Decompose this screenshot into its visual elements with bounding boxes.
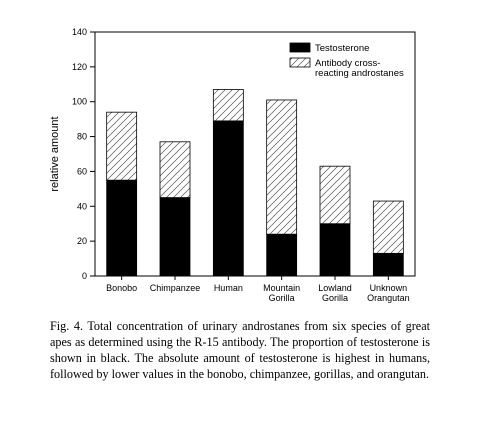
x-tick-label: Gorilla [269,293,295,303]
y-tick-label: 80 [77,132,87,142]
legend-label-cross-reacting: reacting androstanes [315,68,404,79]
bar-testosterone [319,223,351,277]
x-tick-label: Chimpanzee [150,283,201,293]
legend-label-cross-reacting: Antibody cross- [315,58,380,69]
stacked-bar-chart: 0 20 40 60 80 100 120 140 relative amount Bonobo C… [49,27,416,303]
legend-label-testosterone: Testosterone [315,43,369,54]
bar-cross-reacting [212,89,244,122]
y-tick-label: 20 [77,236,87,246]
bar-cross-reacting [106,111,138,181]
bar-cross-reacting [319,165,351,225]
bar-cross-reacting [159,141,191,198]
y-tick-label: 100 [72,97,87,107]
bar-cross-reacting [372,200,404,254]
y-tick-label: 0 [82,271,87,281]
y-tick-label: 40 [77,201,87,211]
x-tick-label: Human [214,283,243,293]
bar-cross-reacting [266,99,298,235]
x-tick-label: Bonobo [106,283,137,293]
figure-caption: Fig. 4. Total concentration of urinary a… [50,319,430,381]
bar-testosterone [106,179,138,277]
x-tick-label: Unknown [370,283,408,293]
y-tick-label: 120 [72,62,87,72]
x-tick-label: Gorilla [322,293,348,303]
x-tick-label: Mountain [263,283,300,293]
bar-testosterone [212,120,244,277]
y-tick-label: 140 [72,27,87,37]
bar-testosterone [266,233,298,277]
y-tick-label: 60 [77,166,87,176]
bar-testosterone [159,197,191,277]
plot-frame [94,31,416,277]
x-tick-label: Orangutan [367,293,410,303]
y-axis-label: relative amount [49,116,61,191]
legend-swatch-cross-reacting [289,57,311,68]
bar-testosterone [372,252,404,277]
legend-swatch-testosterone [289,42,311,53]
x-tick-label: Lowland [318,283,352,293]
